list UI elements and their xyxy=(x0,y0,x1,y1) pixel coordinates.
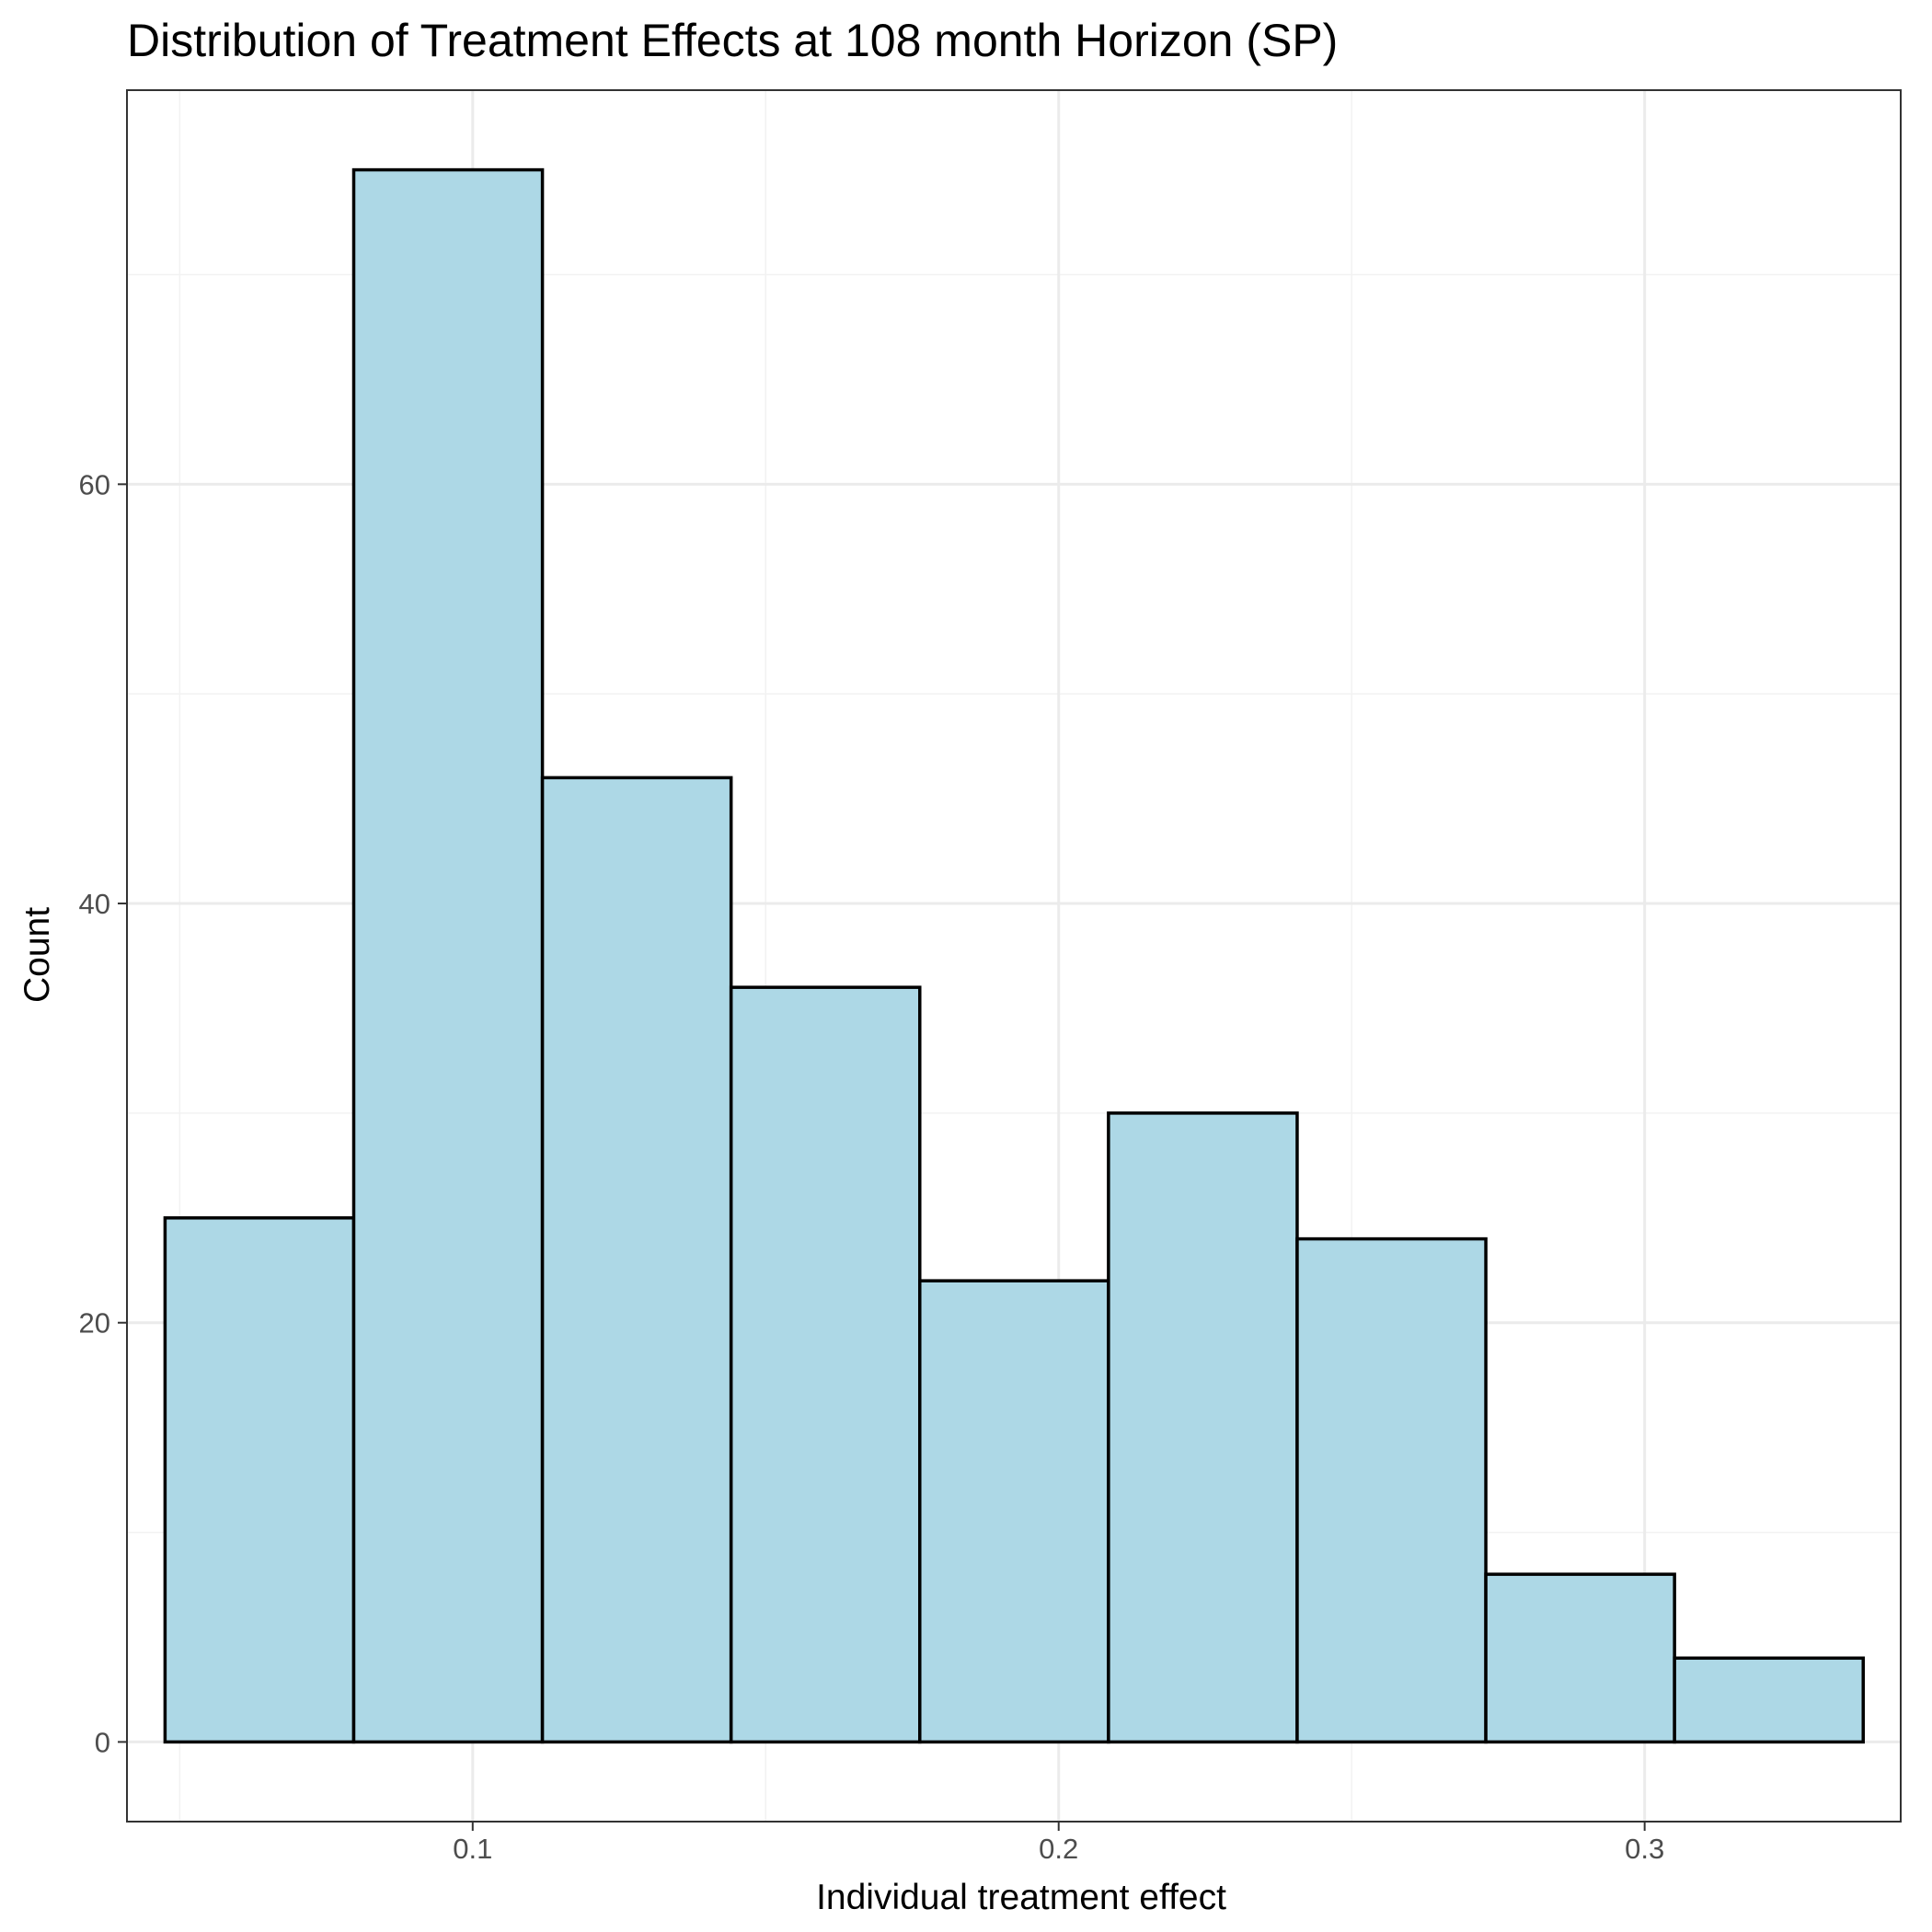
histogram-bar xyxy=(1673,1656,1865,1744)
y-tick-label: 60 xyxy=(79,468,110,500)
histogram-bars xyxy=(163,167,1865,1744)
x-tick-label: 0.3 xyxy=(1625,1833,1664,1865)
x-axis-title: Individual treatment effect xyxy=(816,1878,1226,1917)
panel-border xyxy=(126,89,1902,1823)
y-tick-label: 40 xyxy=(79,888,110,920)
histogram-bar xyxy=(918,1279,1110,1744)
histogram-bar xyxy=(540,776,733,1744)
histogram-bar xyxy=(1484,1572,1676,1744)
histogram-bar xyxy=(163,1216,356,1744)
histogram-bar xyxy=(1107,1111,1299,1744)
axis-ticks: 0.1 0.2 0.3 0 20 40 60 xyxy=(79,468,1665,1865)
y-tick-label: 20 xyxy=(79,1307,110,1340)
histogram-bar xyxy=(729,985,922,1744)
y-tick-label: 0 xyxy=(95,1726,110,1758)
chart-title: Distribution of Treatment Effects at 108… xyxy=(127,15,1338,66)
y-axis-title: Count xyxy=(17,907,57,1003)
histogram-bar xyxy=(351,167,545,1744)
x-tick-label: 0.1 xyxy=(453,1833,492,1865)
histogram-bar xyxy=(1295,1236,1488,1744)
x-tick-label: 0.2 xyxy=(1039,1833,1078,1865)
